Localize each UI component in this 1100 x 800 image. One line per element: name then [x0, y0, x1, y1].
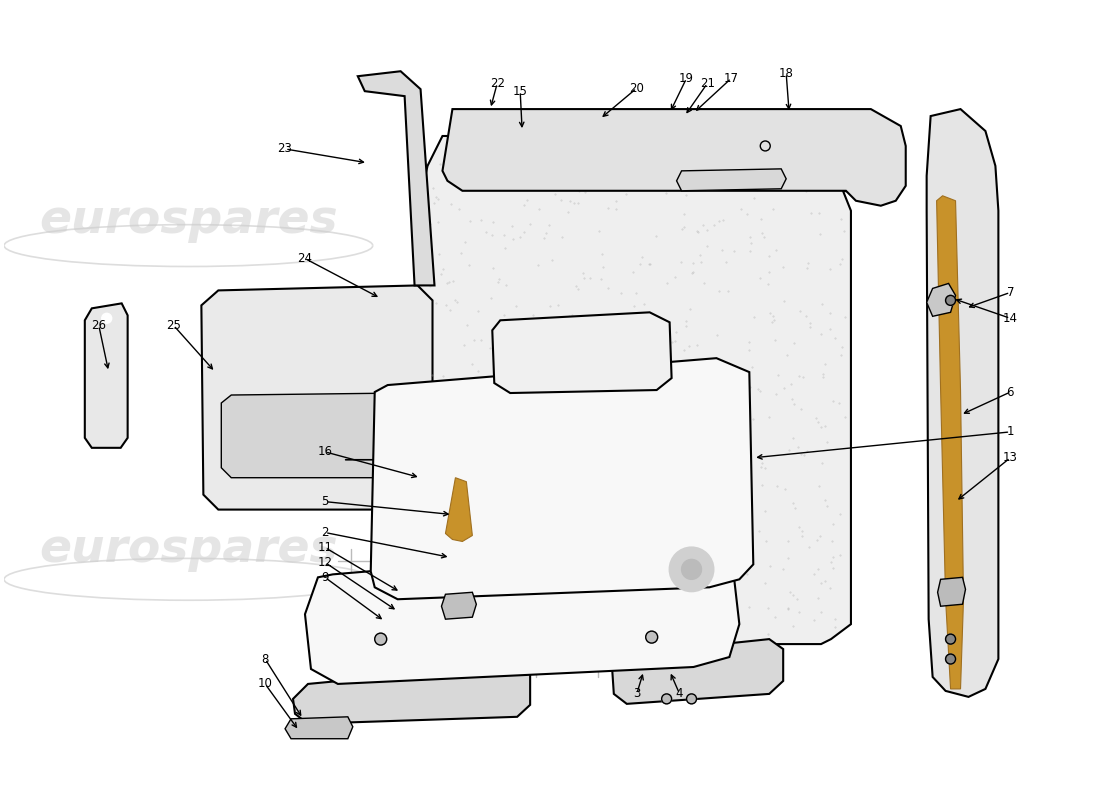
Text: 21: 21: [700, 77, 715, 90]
Polygon shape: [446, 478, 472, 542]
Polygon shape: [441, 592, 476, 619]
Text: eurospares: eurospares: [40, 198, 338, 243]
Circle shape: [661, 694, 672, 704]
Polygon shape: [937, 578, 966, 606]
Polygon shape: [371, 358, 754, 599]
Polygon shape: [676, 169, 786, 190]
Text: 12: 12: [318, 556, 332, 569]
Polygon shape: [418, 136, 851, 644]
Polygon shape: [285, 717, 353, 738]
Text: 24: 24: [297, 252, 312, 265]
Polygon shape: [85, 303, 128, 448]
Text: 15: 15: [513, 85, 528, 98]
Polygon shape: [221, 393, 410, 478]
Text: 6: 6: [1006, 386, 1014, 398]
Text: eurospares: eurospares: [513, 527, 811, 572]
Text: 5: 5: [321, 495, 329, 508]
Text: eurospares: eurospares: [513, 198, 811, 243]
Polygon shape: [201, 286, 432, 510]
Text: 10: 10: [257, 678, 273, 690]
Polygon shape: [612, 639, 783, 704]
Circle shape: [946, 654, 956, 664]
Text: 18: 18: [779, 66, 793, 80]
Polygon shape: [936, 196, 964, 689]
Text: 26: 26: [91, 318, 107, 332]
Text: 1: 1: [1006, 426, 1014, 438]
Text: 3: 3: [634, 687, 640, 700]
Polygon shape: [358, 71, 434, 286]
Circle shape: [686, 694, 696, 704]
Text: 14: 14: [1003, 312, 1018, 325]
Polygon shape: [926, 109, 999, 697]
Polygon shape: [926, 283, 956, 316]
Circle shape: [682, 559, 702, 579]
Circle shape: [670, 547, 714, 591]
Text: 9: 9: [321, 571, 329, 584]
Text: 4: 4: [675, 687, 683, 700]
Text: eurospares: eurospares: [40, 527, 338, 572]
Text: 13: 13: [1003, 451, 1018, 464]
Polygon shape: [493, 312, 672, 393]
Text: 8: 8: [262, 653, 268, 666]
Text: 7: 7: [1006, 286, 1014, 299]
Text: 16: 16: [318, 446, 332, 458]
Circle shape: [375, 633, 387, 645]
Text: 2: 2: [321, 526, 329, 539]
Text: 25: 25: [166, 318, 180, 332]
Text: 22: 22: [490, 77, 505, 90]
Text: 19: 19: [679, 72, 694, 85]
Circle shape: [946, 634, 956, 644]
Circle shape: [101, 314, 112, 323]
Circle shape: [646, 631, 658, 643]
Text: 20: 20: [629, 82, 645, 94]
Text: 17: 17: [724, 72, 739, 85]
Polygon shape: [305, 545, 739, 684]
Polygon shape: [293, 664, 530, 724]
Polygon shape: [442, 109, 905, 206]
Circle shape: [946, 295, 956, 306]
Text: 23: 23: [277, 142, 293, 155]
Text: 11: 11: [318, 541, 332, 554]
